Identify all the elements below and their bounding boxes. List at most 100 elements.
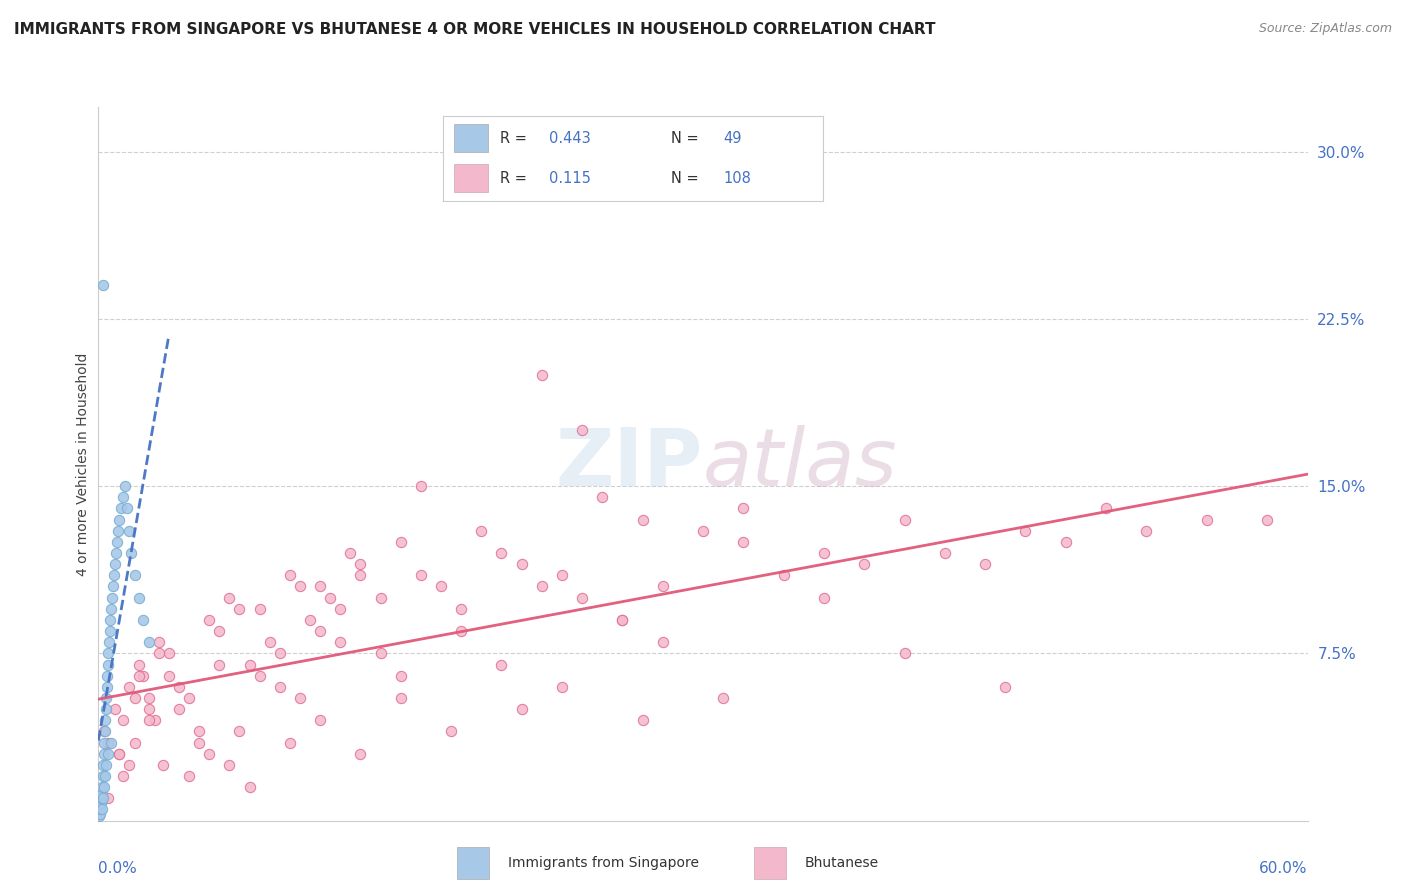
Point bbox=[711, 690, 734, 705]
Point bbox=[132, 613, 155, 627]
Point bbox=[239, 657, 262, 672]
Point bbox=[89, 803, 111, 817]
Point bbox=[97, 646, 120, 660]
Point bbox=[188, 735, 211, 749]
Point bbox=[470, 524, 492, 538]
Point bbox=[98, 613, 121, 627]
Point bbox=[118, 524, 141, 538]
Point bbox=[994, 680, 1017, 694]
Point bbox=[89, 809, 111, 823]
Point bbox=[733, 501, 755, 516]
Point bbox=[339, 546, 361, 560]
Point bbox=[1256, 512, 1278, 526]
Point bbox=[249, 602, 271, 616]
Point bbox=[91, 803, 114, 817]
Point bbox=[111, 491, 134, 505]
Point bbox=[91, 769, 114, 783]
Point bbox=[188, 724, 211, 739]
Point bbox=[288, 690, 311, 705]
Point bbox=[104, 546, 127, 560]
Point bbox=[1135, 524, 1157, 538]
Y-axis label: 4 or more Vehicles in Household: 4 or more Vehicles in Household bbox=[76, 352, 90, 575]
Text: R =: R = bbox=[501, 171, 531, 186]
Point bbox=[124, 690, 146, 705]
Text: 108: 108 bbox=[724, 171, 752, 186]
Point bbox=[94, 769, 117, 783]
Point bbox=[813, 546, 835, 560]
Point bbox=[651, 635, 673, 649]
Text: 0.115: 0.115 bbox=[550, 171, 591, 186]
Point bbox=[450, 624, 472, 639]
Point bbox=[157, 669, 180, 683]
Point bbox=[269, 680, 291, 694]
Point bbox=[218, 591, 240, 605]
Point bbox=[124, 735, 146, 749]
Point bbox=[389, 669, 412, 683]
Point bbox=[309, 580, 332, 594]
Point bbox=[115, 501, 138, 516]
Point bbox=[309, 714, 332, 728]
Point bbox=[288, 580, 311, 594]
Point bbox=[389, 535, 412, 549]
Point bbox=[491, 657, 513, 672]
Point bbox=[259, 635, 281, 649]
Point bbox=[440, 724, 463, 739]
Point bbox=[571, 591, 593, 605]
Point bbox=[148, 635, 170, 649]
Point bbox=[299, 613, 322, 627]
Point bbox=[370, 646, 392, 660]
Point bbox=[530, 580, 553, 594]
Text: Immigrants from Singapore: Immigrants from Singapore bbox=[508, 856, 699, 870]
Point bbox=[329, 635, 352, 649]
Point bbox=[100, 735, 122, 749]
Text: atlas: atlas bbox=[703, 425, 898, 503]
Point bbox=[450, 602, 472, 616]
Point bbox=[94, 724, 117, 739]
Point bbox=[105, 535, 128, 549]
Point bbox=[228, 602, 250, 616]
Point bbox=[198, 747, 221, 761]
Point bbox=[591, 491, 613, 505]
Point bbox=[179, 769, 201, 783]
Point bbox=[239, 780, 262, 795]
Text: ZIP: ZIP bbox=[555, 425, 703, 503]
Text: Source: ZipAtlas.com: Source: ZipAtlas.com bbox=[1258, 22, 1392, 36]
Point bbox=[218, 758, 240, 772]
Point bbox=[96, 758, 118, 772]
Point bbox=[107, 524, 129, 538]
Point bbox=[198, 613, 221, 627]
Point bbox=[103, 557, 125, 572]
Point bbox=[107, 747, 129, 761]
Point bbox=[94, 702, 117, 716]
Point bbox=[510, 702, 533, 716]
Point bbox=[93, 278, 115, 293]
Point bbox=[349, 747, 371, 761]
Point bbox=[152, 758, 174, 772]
Point bbox=[110, 501, 132, 516]
Point bbox=[132, 669, 155, 683]
Point bbox=[370, 591, 392, 605]
Point bbox=[612, 613, 634, 627]
Point bbox=[278, 735, 301, 749]
Point bbox=[118, 680, 141, 694]
FancyBboxPatch shape bbox=[454, 164, 488, 192]
Text: 49: 49 bbox=[724, 131, 742, 146]
Point bbox=[1054, 535, 1077, 549]
Point bbox=[167, 702, 190, 716]
Point bbox=[179, 690, 201, 705]
Point bbox=[651, 580, 673, 594]
Point bbox=[97, 791, 120, 805]
Point bbox=[94, 714, 117, 728]
Point bbox=[103, 702, 125, 716]
Point bbox=[107, 747, 129, 761]
Text: 0.443: 0.443 bbox=[550, 131, 591, 146]
Point bbox=[974, 557, 997, 572]
Point bbox=[157, 646, 180, 660]
Point bbox=[96, 690, 118, 705]
Point bbox=[1014, 524, 1036, 538]
Point bbox=[120, 546, 142, 560]
Point bbox=[934, 546, 956, 560]
Point bbox=[349, 557, 371, 572]
Point bbox=[124, 568, 146, 582]
Point bbox=[309, 624, 332, 639]
